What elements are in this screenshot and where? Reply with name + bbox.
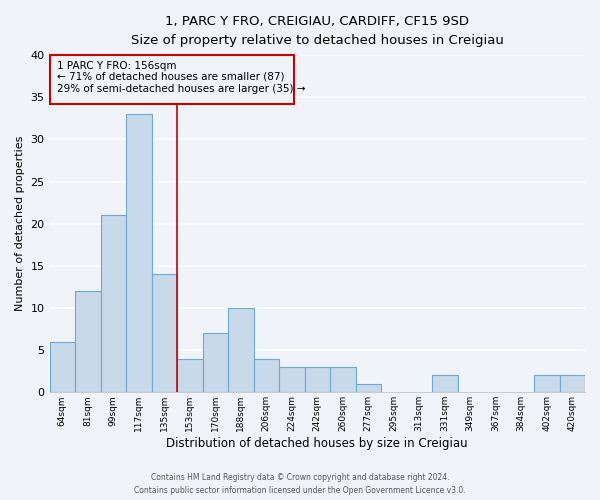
Text: Contains HM Land Registry data © Crown copyright and database right 2024.
Contai: Contains HM Land Registry data © Crown c… (134, 474, 466, 495)
Bar (432, 376, 458, 392)
Bar (534, 376, 560, 392)
Bar (126, 114, 152, 392)
Bar (152, 274, 177, 392)
Bar (50, 55, 295, 104)
Bar (203, 334, 228, 392)
Bar (330, 367, 356, 392)
Bar (228, 308, 254, 392)
Bar (75, 291, 101, 392)
Text: 29% of semi-detached houses are larger (35) →: 29% of semi-detached houses are larger (… (57, 84, 305, 94)
Y-axis label: Number of detached properties: Number of detached properties (15, 136, 25, 312)
Bar (101, 216, 126, 392)
X-axis label: Distribution of detached houses by size in Creigiau: Distribution of detached houses by size … (166, 437, 468, 450)
Text: 1 PARC Y FRO: 156sqm: 1 PARC Y FRO: 156sqm (57, 61, 176, 71)
Title: 1, PARC Y FRO, CREIGIAU, CARDIFF, CF15 9SD
Size of property relative to detached: 1, PARC Y FRO, CREIGIAU, CARDIFF, CF15 9… (131, 15, 504, 47)
Bar (305, 367, 330, 392)
Text: ← 71% of detached houses are smaller (87): ← 71% of detached houses are smaller (87… (57, 72, 284, 82)
Bar (560, 376, 585, 392)
Bar (279, 367, 305, 392)
Bar (177, 358, 203, 392)
Bar (356, 384, 381, 392)
Bar (254, 358, 279, 392)
Bar (50, 342, 75, 392)
